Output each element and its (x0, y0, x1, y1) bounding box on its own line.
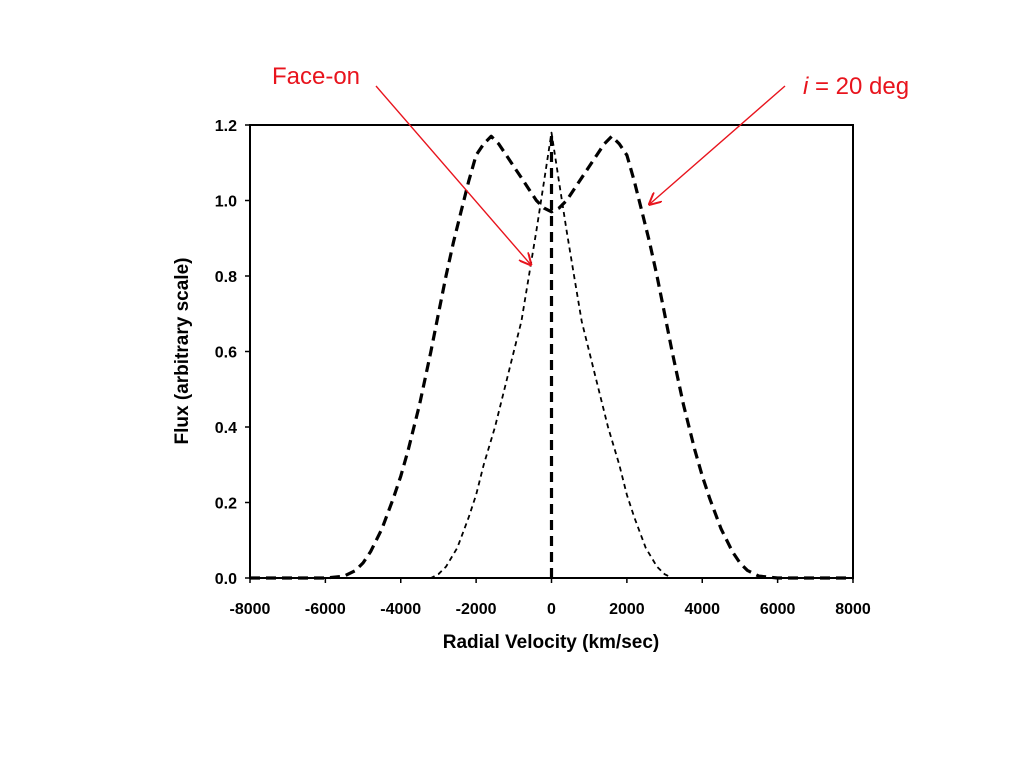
x-axis-title: Radial Velocity (km/sec) (443, 632, 660, 653)
annotation-italic-symbol: i (803, 73, 809, 100)
annotation-arrow-1 (375, 85, 531, 265)
x-tick-label: 6000 (760, 601, 796, 618)
annotation-label-2: i = 20 deg (803, 73, 909, 100)
annotation-text: Face-on (272, 63, 360, 90)
y-tick-label: 1.0 (215, 194, 237, 211)
y-tick-label: 0.4 (215, 420, 237, 437)
y-tick-label: 1.2 (215, 118, 237, 135)
y-tick-label: 0.0 (215, 571, 237, 588)
y-tick-label: 0.8 (215, 269, 237, 286)
y-tick-label: 0.6 (215, 345, 237, 362)
series-layer (250, 131, 853, 580)
x-tick-label: -4000 (380, 601, 421, 618)
series-line-2 (250, 134, 853, 580)
y-axis-ticks: 0.0 0.2 0.4 0.6 0.8 1.0 1.2 (215, 118, 250, 588)
annotation-layer: Face-on i = 20 deg (272, 63, 909, 265)
series-line-1 (250, 131, 853, 579)
annotation-arrow-2 (649, 85, 786, 204)
annotation-label-1: Face-on (272, 63, 360, 90)
x-tick-label: 4000 (684, 601, 720, 618)
x-tick-label: 2000 (609, 601, 645, 618)
x-tick-label: -6000 (305, 601, 346, 618)
annotation-text: = 20 deg (808, 73, 909, 100)
y-axis-title: Flux (arbitrary scale) (172, 258, 193, 445)
x-axis-ticks: -8000 -6000 -4000 -2000 0 2000 4000 6000 8000 (230, 578, 871, 618)
x-tick-label: -2000 (456, 601, 497, 618)
x-tick-label: 0 (547, 601, 556, 618)
x-tick-label: 8000 (835, 601, 871, 618)
y-tick-label: 0.2 (215, 496, 237, 513)
x-tick-label: -8000 (230, 601, 271, 618)
